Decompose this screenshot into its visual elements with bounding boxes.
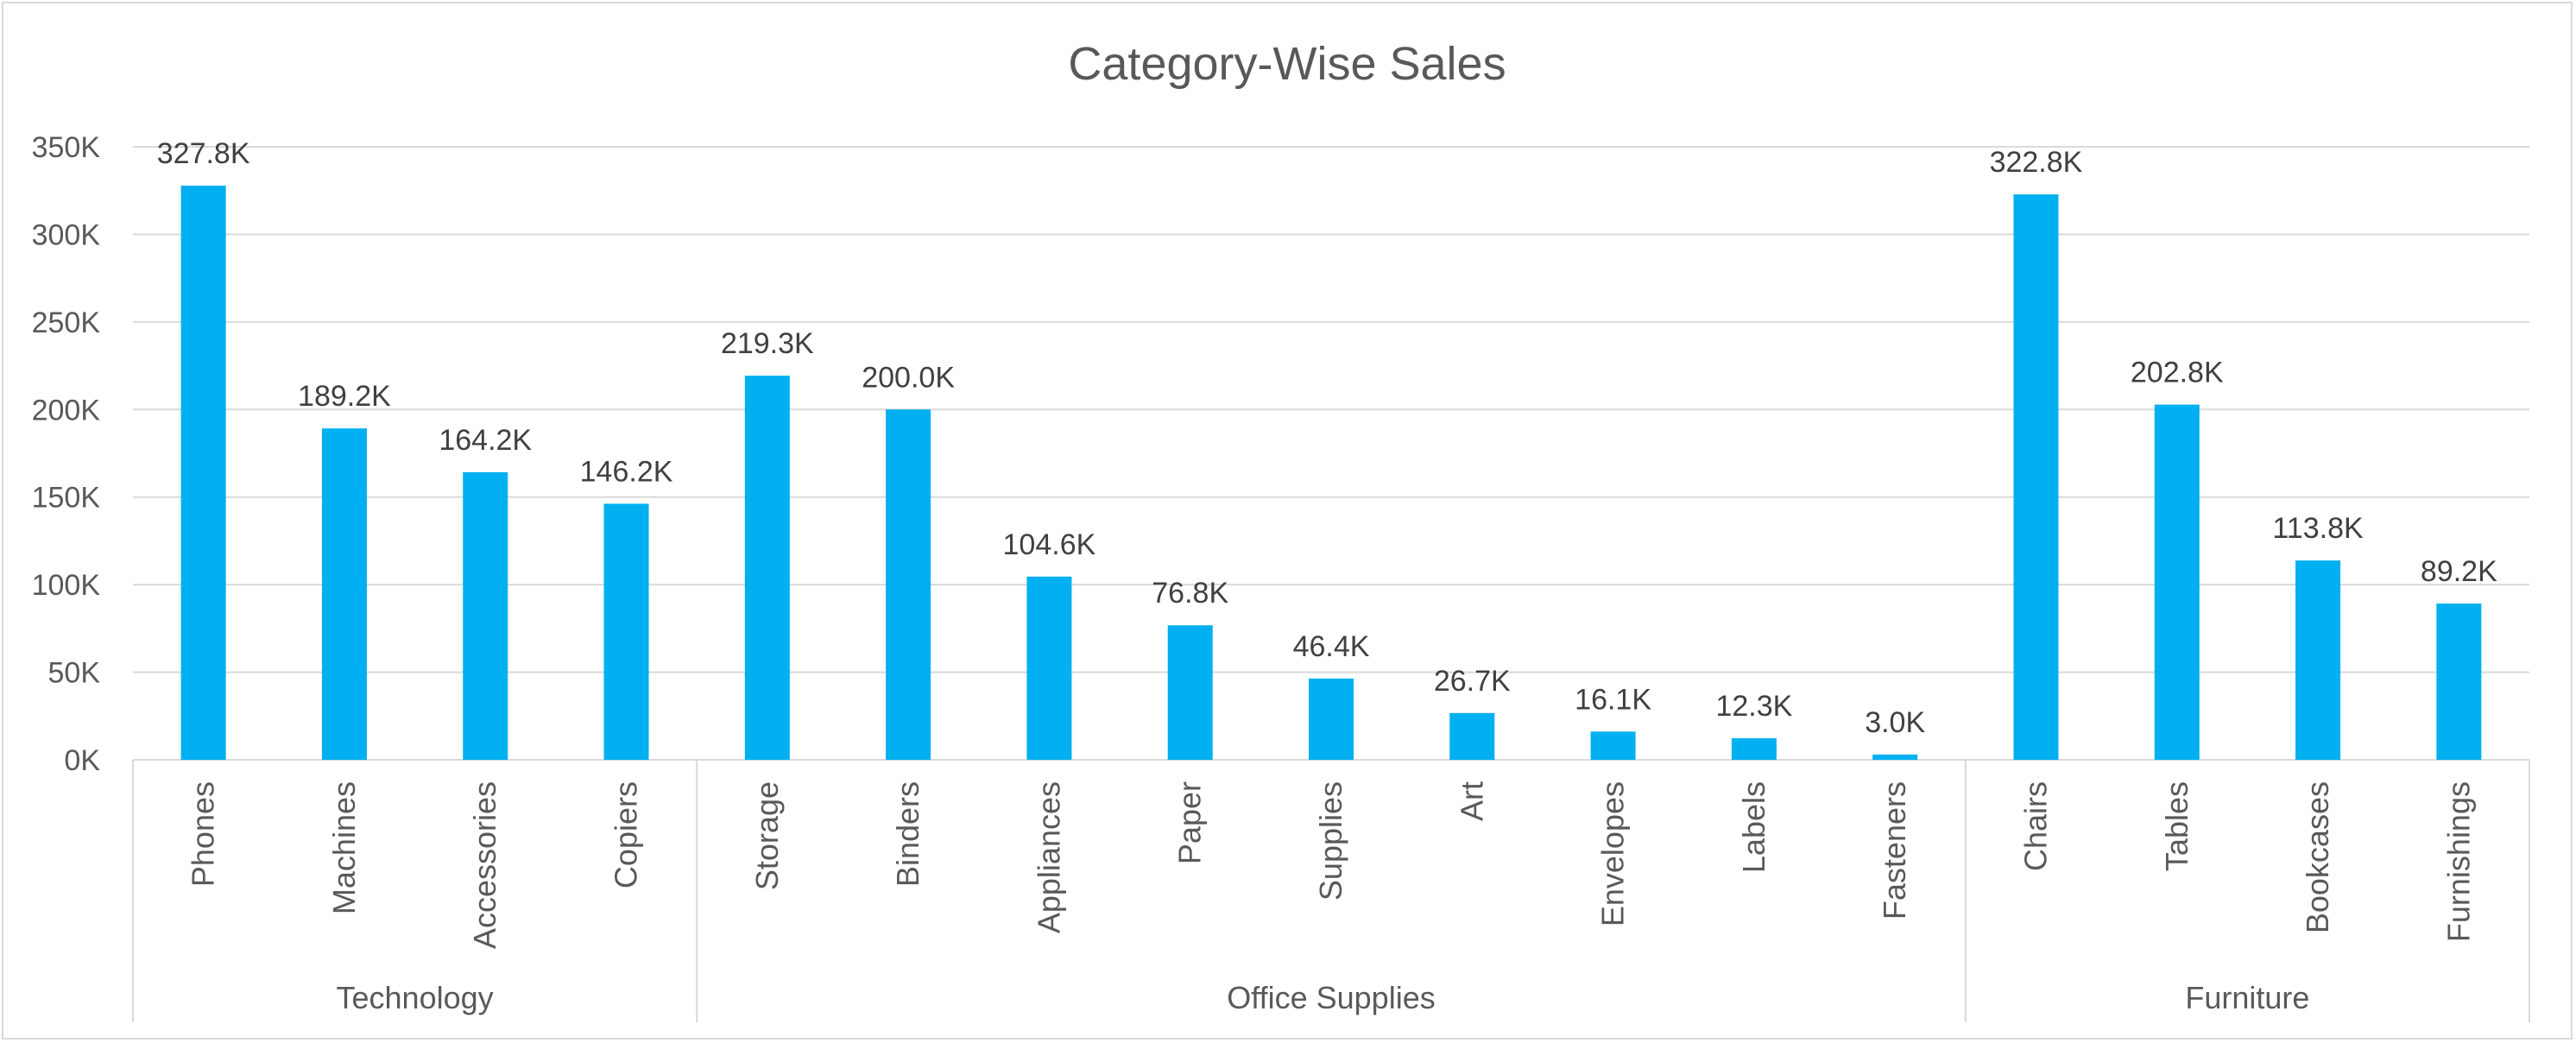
- y-tick-label: 0K: [64, 744, 100, 777]
- y-tick-label: 100K: [32, 569, 101, 602]
- data-label: 76.8K: [1152, 577, 1228, 610]
- bar: [1309, 678, 1354, 760]
- bar: [1731, 738, 1777, 760]
- data-label: 16.1K: [1575, 683, 1651, 716]
- data-label: 113.8K: [2272, 512, 2364, 545]
- data-label: 189.2K: [298, 380, 391, 413]
- x-group-label: Technology: [337, 980, 494, 1015]
- x-category-label: Art: [1454, 781, 1489, 821]
- y-axis-tick-labels: 0K 50K 100K 150K 200K 250K 300K 350K: [32, 131, 101, 777]
- bar: [886, 409, 931, 760]
- x-category-label: Furnishings: [2440, 781, 2476, 942]
- data-label: 202.8K: [2131, 357, 2224, 389]
- bar: [1449, 712, 1495, 760]
- x-category-label: Phones: [186, 781, 221, 887]
- y-tick-label: 150K: [32, 482, 101, 515]
- bar: [1026, 576, 1072, 760]
- gridlines: [133, 146, 2529, 761]
- x-category-label: Storage: [749, 781, 785, 890]
- bars: [180, 186, 2482, 761]
- bar: [1872, 754, 1918, 760]
- x-category-label: Binders: [890, 781, 925, 887]
- data-label: 200.0K: [862, 361, 955, 394]
- y-tick-label: 250K: [32, 307, 101, 339]
- chart-title: Category-Wise Sales: [1068, 38, 1506, 90]
- y-tick-label: 200K: [32, 394, 101, 427]
- x-group-label: Office Supplies: [1227, 980, 1435, 1015]
- x-axis: Phones Machines Accessories Copiers Technolo…: [132, 760, 2530, 1022]
- bar: [2013, 194, 2059, 761]
- bar: [744, 376, 790, 760]
- x-category-label: Labels: [1736, 781, 1771, 873]
- bar: [603, 503, 649, 760]
- x-category-label: Envelopes: [1595, 781, 1631, 926]
- x-category-label: Accessories: [467, 781, 502, 949]
- x-category-label: Tables: [2159, 781, 2194, 871]
- x-category-label: Appliances: [1031, 781, 1066, 933]
- data-label: 322.8K: [1990, 146, 2083, 179]
- x-category-label: Copiers: [609, 781, 644, 888]
- y-tick-label: 300K: [32, 218, 101, 251]
- data-label: 219.3K: [721, 327, 814, 360]
- data-label: 26.7K: [1434, 665, 1511, 698]
- bar: [1590, 731, 1636, 760]
- x-category-label: Machines: [326, 781, 362, 914]
- data-label: 164.2K: [439, 424, 532, 457]
- data-label: 12.3K: [1715, 690, 1792, 723]
- x-category-label: Bookcases: [2300, 781, 2335, 933]
- data-label: 327.8K: [157, 137, 250, 170]
- bar: [180, 186, 226, 760]
- data-label: 3.0K: [1865, 706, 1925, 739]
- data-label: 46.4K: [1293, 630, 1370, 663]
- bar: [463, 471, 508, 760]
- data-label: 104.6K: [1003, 528, 1096, 561]
- data-label: 146.2K: [580, 455, 673, 488]
- x-category-label: Paper: [1172, 781, 1208, 864]
- bar: [1167, 625, 1213, 760]
- y-tick-label: 50K: [48, 657, 101, 690]
- x-category-label: Fasteners: [1877, 781, 1912, 920]
- bar: [321, 428, 367, 760]
- bar: [2436, 604, 2482, 760]
- x-category-label: Chairs: [2017, 781, 2053, 871]
- y-tick-label: 350K: [32, 131, 101, 164]
- bar: [2154, 404, 2200, 760]
- x-category-label: Supplies: [1313, 781, 1348, 901]
- data-label: 89.2K: [2421, 555, 2497, 588]
- bar: [2295, 560, 2341, 760]
- x-group-label: Furniture: [2185, 980, 2309, 1015]
- data-labels: 327.8K 189.2K 164.2K 146.2K 219.3K 200.0K 104.…: [157, 137, 2497, 739]
